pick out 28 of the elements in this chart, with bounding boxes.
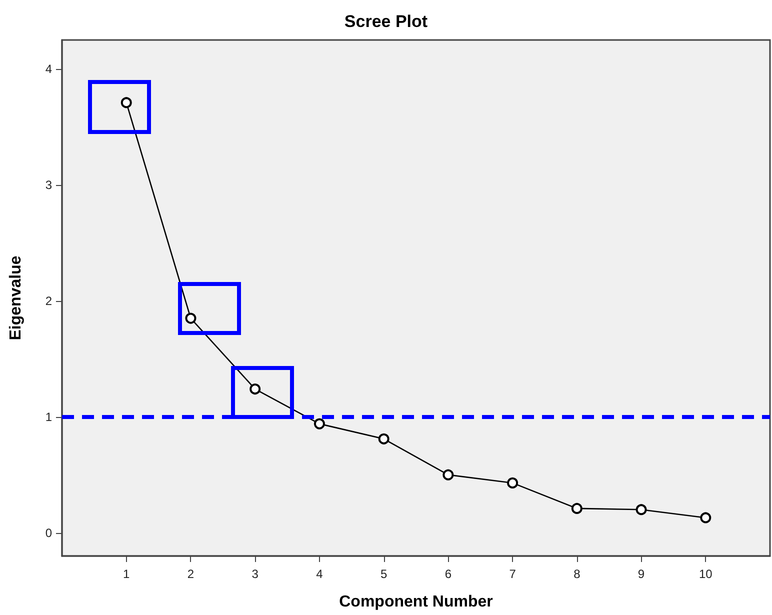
x-tick-label: 2	[187, 567, 194, 581]
chart-title: Scree Plot	[344, 12, 428, 31]
y-axis-title: Eigenvalue	[8, 256, 24, 340]
x-tick-label: 9	[638, 567, 645, 581]
x-tick-label: 8	[574, 567, 581, 581]
point	[636, 504, 647, 516]
x-tick-label: 3	[252, 567, 259, 581]
point	[507, 477, 518, 488]
point	[700, 512, 712, 524]
point	[314, 418, 325, 430]
x-tick-label: 10	[698, 567, 713, 581]
x-tick-label: 4	[316, 567, 324, 581]
point	[571, 502, 582, 514]
y-tick-label: 4	[45, 62, 52, 76]
point	[120, 97, 132, 108]
point	[378, 433, 390, 444]
y-tick-label: 3	[45, 178, 52, 192]
x-tick-label: 1	[123, 567, 130, 581]
x-tick-label: 7	[509, 567, 516, 581]
x-tick-label: 5	[380, 567, 388, 581]
x-axis-title: Component Number	[339, 594, 493, 610]
y-tick-label: 1	[45, 410, 52, 424]
point	[442, 469, 454, 480]
x-tick-label: 6	[444, 567, 452, 581]
y-tick-label: 2	[45, 294, 52, 308]
point	[250, 384, 261, 395]
point	[185, 312, 196, 324]
y-tick-label: 0	[45, 526, 52, 540]
